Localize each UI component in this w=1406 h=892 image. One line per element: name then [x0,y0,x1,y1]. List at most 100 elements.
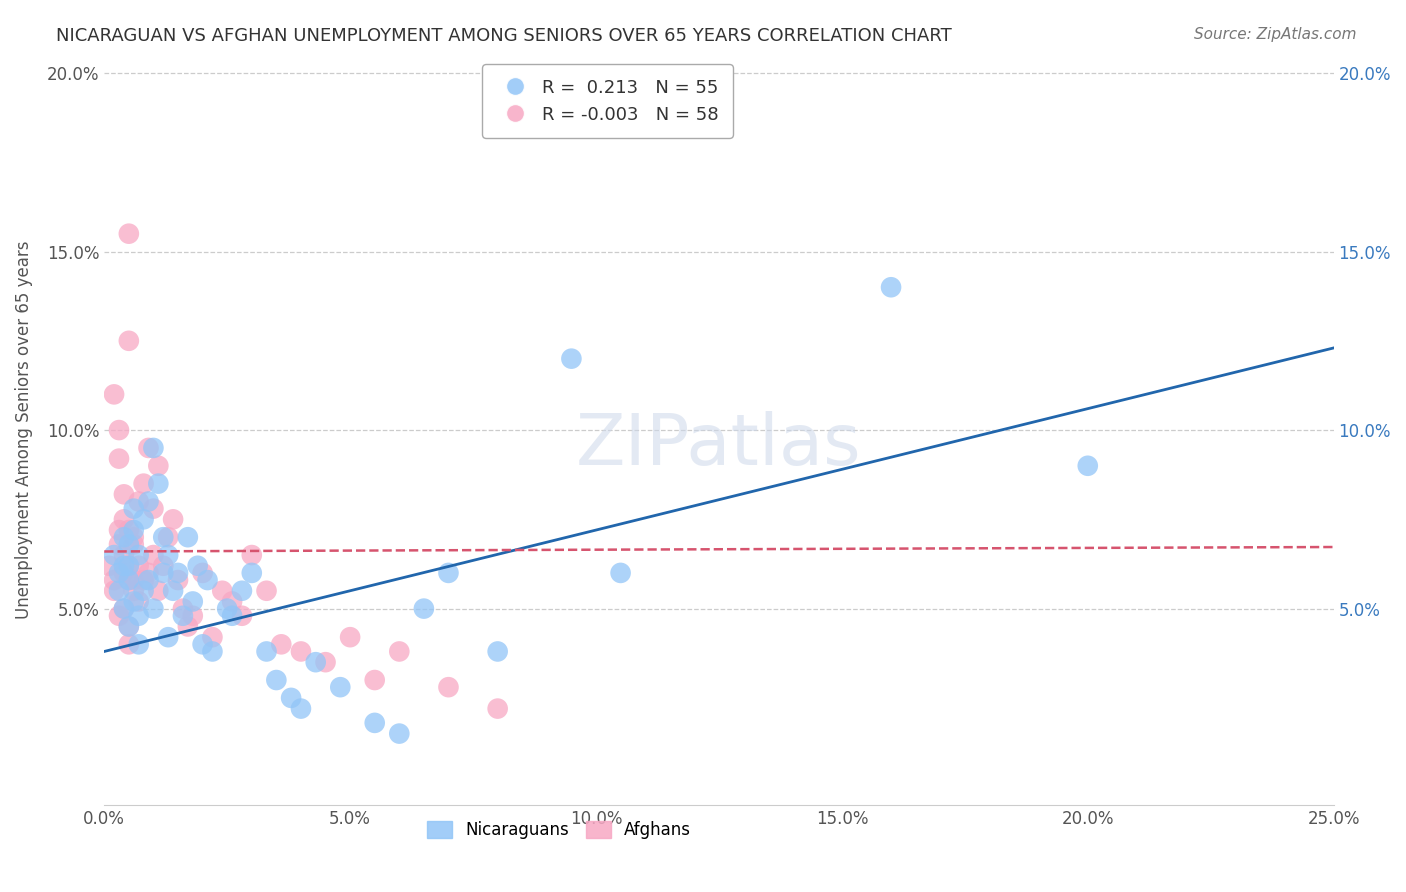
Point [221,594,243,608]
Point [132,512,155,526]
Point [122,583,145,598]
Point [167,573,190,587]
Point [437,566,460,580]
Point [108,423,131,437]
Point [181,608,204,623]
Point [128,558,150,573]
Point [217,601,239,615]
Point [128,637,150,651]
Point [122,530,145,544]
Point [177,530,200,544]
Point [118,523,141,537]
Y-axis label: Unemployment Among Seniors over 65 years: Unemployment Among Seniors over 65 years [15,241,32,619]
Point [118,227,141,241]
Point [305,655,328,669]
Point [142,548,165,562]
Point [112,512,135,526]
Point [191,566,214,580]
Point [108,608,131,623]
Point [152,558,174,573]
Point [197,573,219,587]
Point [103,548,125,562]
Point [118,537,141,551]
Point [329,680,352,694]
Point [122,594,145,608]
Point [122,501,145,516]
Point [148,458,170,473]
Point [609,566,631,580]
Point [128,494,150,508]
Point [148,583,170,598]
Point [112,548,135,562]
Text: Source: ZipAtlas.com: Source: ZipAtlas.com [1194,27,1357,42]
Point [118,334,141,348]
Point [118,637,141,651]
Point [256,583,278,598]
Point [162,583,184,598]
Point [128,608,150,623]
Point [108,566,131,580]
Point [108,583,131,598]
Point [157,548,180,562]
Point [103,573,125,587]
Point [122,573,145,587]
Point [108,451,131,466]
Point [339,630,361,644]
Point [122,523,145,537]
Point [221,608,243,623]
Point [148,476,170,491]
Point [118,558,141,573]
Point [191,637,214,651]
Point [142,501,165,516]
Point [103,387,125,401]
Point [388,726,411,740]
Point [172,601,194,615]
Point [560,351,582,366]
Point [138,573,160,587]
Point [290,644,312,658]
Point [138,494,160,508]
Point [364,715,387,730]
Point [157,630,180,644]
Point [118,573,141,587]
Point [132,583,155,598]
Point [112,601,135,615]
Point [201,630,224,644]
Point [256,644,278,658]
Point [231,608,253,623]
Point [128,548,150,562]
Point [112,566,135,580]
Text: ZIPatlas: ZIPatlas [576,410,862,480]
Point [167,566,190,580]
Point [211,583,233,598]
Point [486,644,509,658]
Point [122,537,145,551]
Point [280,690,302,705]
Point [112,558,135,573]
Point [103,583,125,598]
Point [388,644,411,658]
Point [112,530,135,544]
Point [412,601,434,615]
Point [108,523,131,537]
Point [364,673,387,687]
Point [138,566,160,580]
Point [177,619,200,633]
Point [240,566,263,580]
Point [118,619,141,633]
Point [118,558,141,573]
Point [112,487,135,501]
Point [138,441,160,455]
Point [128,594,150,608]
Point [187,558,209,573]
Point [152,566,174,580]
Point [880,280,903,294]
Point [162,512,184,526]
Point [172,608,194,623]
Point [231,583,253,598]
Legend: Nicaraguans, Afghans: Nicaraguans, Afghans [420,814,697,846]
Point [142,601,165,615]
Point [132,573,155,587]
Point [152,530,174,544]
Point [181,594,204,608]
